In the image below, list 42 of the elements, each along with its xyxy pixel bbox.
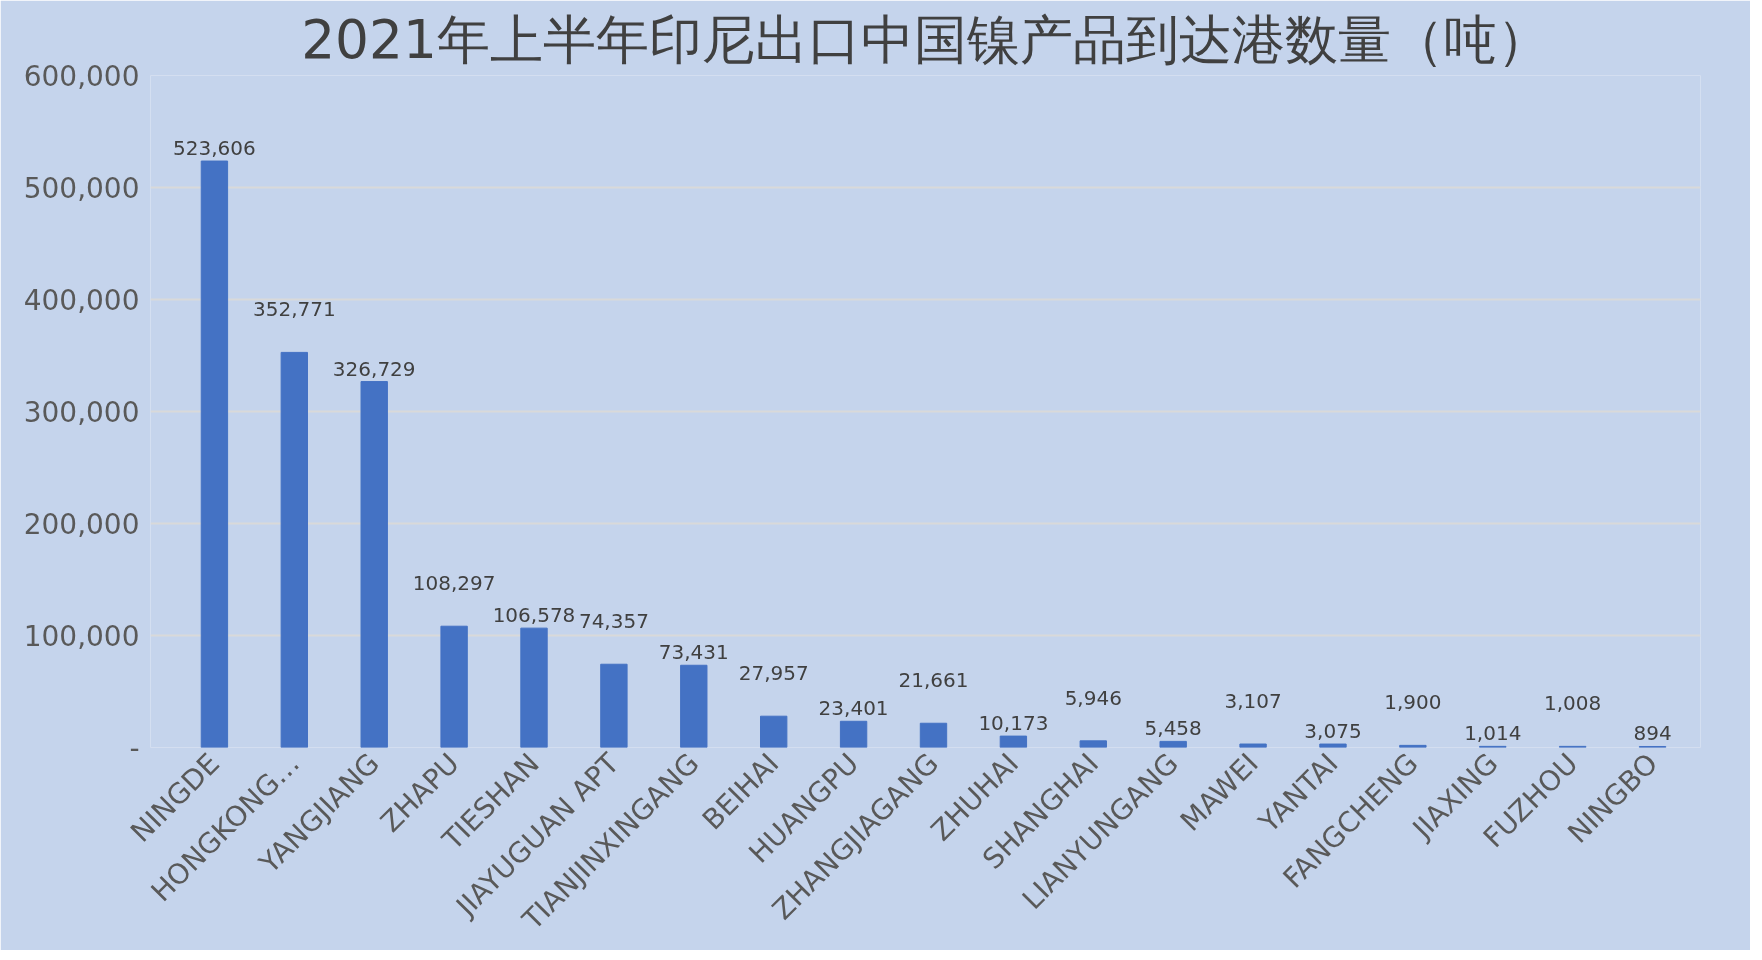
bar <box>520 627 548 748</box>
bar <box>1239 743 1267 748</box>
data-label: 1,008 <box>1544 691 1602 716</box>
data-label: 23,401 <box>818 696 889 721</box>
y-tick-label: 100,000 <box>23 620 140 653</box>
data-label: 74,357 <box>578 609 649 634</box>
chart-title: 2021年上半年印尼出口中国镍产品到达港数量（吨） <box>301 7 1550 71</box>
data-label: 326,729 <box>332 356 416 381</box>
y-tick-label: 500,000 <box>23 172 140 205</box>
data-label: 1,900 <box>1384 690 1442 715</box>
data-label: 21,661 <box>898 668 969 693</box>
data-label: 10,173 <box>978 711 1049 736</box>
data-label: 3,107 <box>1224 689 1282 714</box>
bar <box>440 625 468 748</box>
bar <box>200 160 229 748</box>
data-label: 108,297 <box>412 571 496 596</box>
bar <box>839 720 868 748</box>
bar <box>760 715 788 748</box>
bar <box>1159 740 1187 748</box>
bar <box>1079 740 1107 748</box>
data-label: 523,606 <box>173 136 256 161</box>
data-label: 27,957 <box>738 661 809 686</box>
y-tick-label: 200,000 <box>23 508 140 541</box>
data-label: 106,578 <box>492 603 576 628</box>
bar <box>600 663 628 748</box>
bar <box>360 381 388 748</box>
data-label: 5,946 <box>1064 685 1122 710</box>
y-tick-label: 300,000 <box>23 396 140 429</box>
y-tick-label: - <box>129 732 140 765</box>
data-label: 1,014 <box>1464 721 1522 746</box>
y-tick-label: 400,000 <box>23 284 140 317</box>
bar <box>280 351 308 748</box>
bar <box>999 735 1028 748</box>
data-label: 352,771 <box>252 297 336 322</box>
bar <box>1319 743 1347 748</box>
data-label: 5,458 <box>1144 716 1202 741</box>
data-label: 73,431 <box>658 640 729 665</box>
bar <box>680 664 708 748</box>
data-label: 894 <box>1633 721 1672 746</box>
y-tick-label: 600,000 <box>23 60 140 93</box>
data-label: 3,075 <box>1304 719 1362 744</box>
bar <box>919 722 948 748</box>
